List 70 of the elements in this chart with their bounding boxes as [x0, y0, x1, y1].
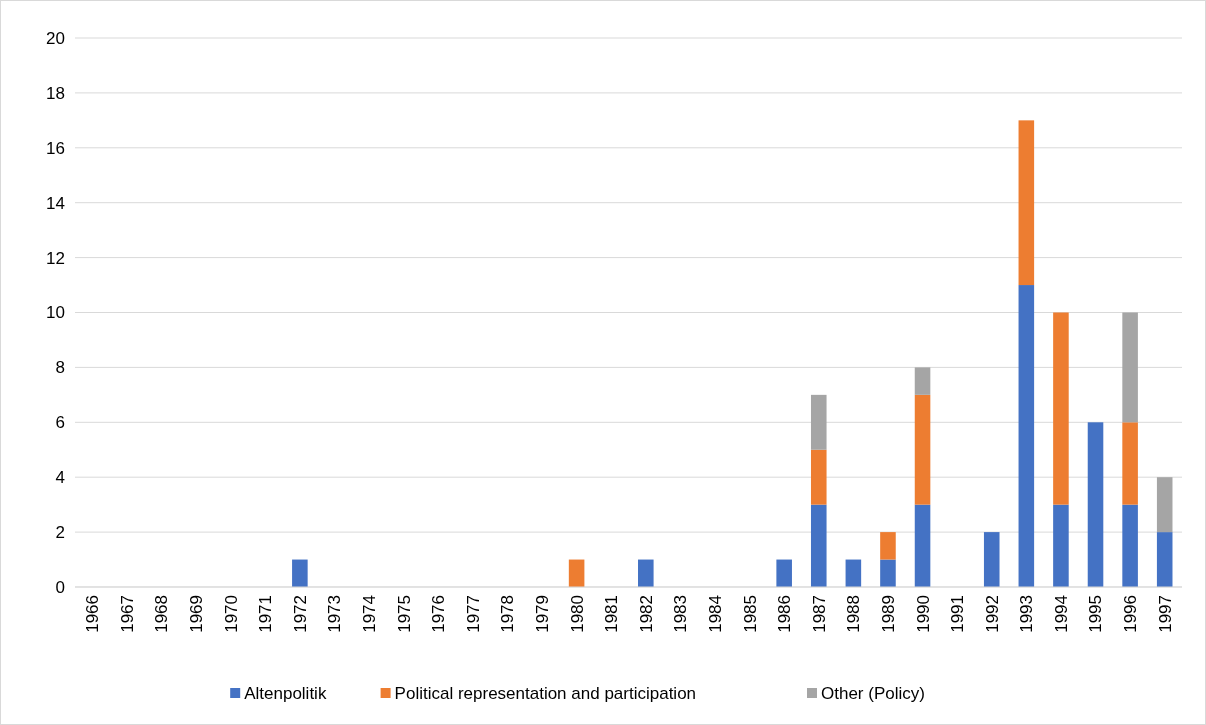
x-tick-label: 1994 [1051, 595, 1071, 633]
x-tick-label: 1984 [705, 595, 725, 633]
bar [1122, 422, 1138, 505]
y-tick-label: 0 [55, 577, 65, 597]
x-tick-label: 1992 [982, 595, 1002, 633]
x-tick-label: 1996 [1121, 595, 1141, 633]
y-tick-label: 6 [55, 413, 65, 433]
x-tick-label: 1993 [1017, 595, 1037, 633]
x-tick-label: 1986 [775, 595, 795, 633]
legend-label: Other (Policy) [821, 683, 925, 703]
x-tick-label: 1988 [844, 595, 864, 633]
x-tick-label: 1976 [429, 595, 449, 633]
x-tick-label: 1973 [325, 595, 345, 633]
legend-label: Political representation and participation [394, 683, 697, 703]
y-tick-label: 8 [55, 358, 65, 378]
bar [1122, 312, 1138, 423]
bar [1156, 532, 1173, 587]
bar [914, 504, 931, 587]
x-tick-label: 1977 [463, 595, 483, 633]
x-tick-label: 1989 [878, 595, 898, 633]
x-tick-label: 1975 [394, 595, 414, 633]
bar [880, 532, 896, 560]
y-tick-label: 18 [46, 83, 65, 103]
y-tick-label: 16 [46, 138, 65, 158]
x-tick-label: 1972 [290, 595, 310, 633]
bar [810, 449, 827, 505]
bar [1122, 504, 1138, 587]
x-tick-label: 1991 [948, 595, 968, 633]
bar [638, 559, 654, 587]
x-tick-label: 1968 [152, 595, 172, 633]
y-tick-label: 20 [46, 28, 65, 48]
bar [776, 559, 792, 587]
x-tick-label: 1987 [809, 595, 829, 633]
x-tick-label: 1979 [532, 595, 552, 633]
x-tick-label: 1997 [1155, 595, 1175, 633]
bar [1156, 477, 1173, 533]
x-tick-label: 1990 [913, 595, 933, 633]
y-tick-label: 4 [55, 468, 65, 488]
x-tick-label: 1980 [567, 595, 587, 633]
bar [810, 394, 827, 450]
y-tick-label: 12 [46, 248, 65, 268]
bar [1053, 312, 1069, 505]
bar [845, 559, 862, 587]
bar [1053, 504, 1069, 587]
x-tick-label: 1967 [117, 595, 137, 633]
x-tick-label: 1969 [187, 595, 207, 633]
x-tick-label: 1995 [1086, 595, 1106, 633]
x-tick-label: 1981 [602, 595, 622, 633]
x-tick-label: 1982 [636, 595, 656, 633]
bar [568, 559, 585, 587]
bar [1087, 422, 1104, 587]
bar [880, 559, 896, 587]
legend-label: Altenpolitik [244, 683, 327, 703]
y-tick-label: 2 [55, 523, 65, 543]
y-tick-label: 14 [46, 193, 65, 213]
x-tick-label: 1985 [740, 595, 760, 633]
bar [810, 504, 827, 587]
bar [1018, 120, 1035, 286]
bar [983, 532, 1000, 587]
y-tick-label: 10 [46, 303, 65, 323]
x-tick-label: 1971 [256, 595, 276, 633]
x-tick-label: 1974 [360, 595, 379, 633]
x-tick-label: 1983 [671, 595, 691, 633]
bar [914, 394, 931, 505]
x-tick-label: 1978 [498, 595, 518, 633]
bar [292, 559, 308, 587]
bar [1018, 285, 1035, 587]
x-tick-label: 1966 [83, 595, 103, 633]
bar [914, 367, 931, 395]
x-tick-label: 1970 [221, 595, 241, 633]
